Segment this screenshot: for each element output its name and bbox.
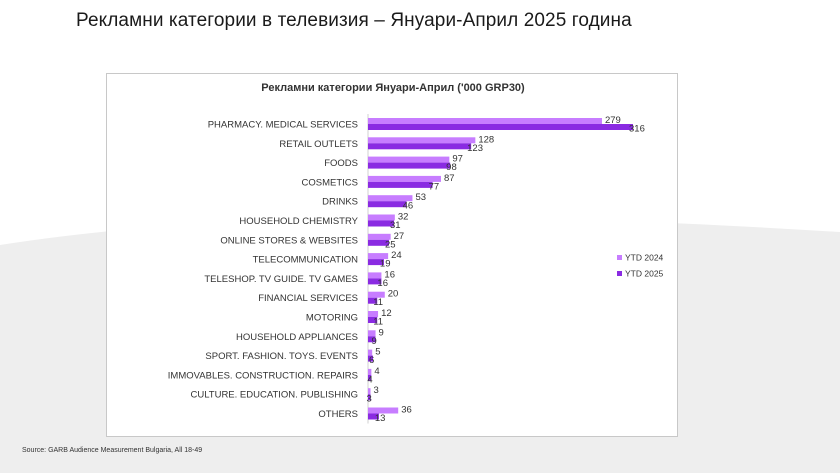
category-label: ONLINE STORES & WEBSITES (220, 235, 358, 246)
bar-ytd-2025 (368, 201, 407, 208)
data-label-ytd-2025: 123 (467, 143, 483, 154)
category-label: RETAIL OUTLETS (279, 139, 358, 150)
data-label-ytd-2025: 11 (373, 317, 383, 328)
legend-label-ytd-2024: YTD 2024 (625, 253, 664, 263)
bar-ytd-2024 (368, 349, 373, 356)
data-label-ytd-2024: 16 (384, 269, 395, 280)
legend-swatch-ytd-2025 (617, 271, 622, 276)
data-label-ytd-2024: 5 (375, 347, 380, 358)
bar-chart: Рекламни категории Януари-Април ('000 GR… (168, 82, 664, 424)
bar-ytd-2024 (368, 368, 372, 375)
data-label-ytd-2024: 36 (401, 405, 412, 416)
data-label-ytd-2025: 16 (377, 278, 388, 289)
legend-label-ytd-2025: YTD 2025 (625, 269, 664, 279)
data-label-ytd-2025: 3 (367, 394, 372, 405)
bar-ytd-2024 (368, 272, 382, 279)
data-label-ytd-2024: 97 (452, 154, 463, 165)
data-label-ytd-2025: 13 (375, 413, 386, 424)
data-label-ytd-2024: 12 (381, 308, 392, 319)
bar-ytd-2025 (368, 162, 451, 169)
data-label-ytd-2024: 32 (398, 212, 409, 223)
bar-ytd-2025 (368, 413, 379, 420)
bar-ytd-2025 (368, 143, 472, 150)
slide-title: Рекламни категории в телевизия – Януари-… (76, 10, 632, 31)
category-label: TELECOMMUNICATION (253, 255, 359, 266)
data-label-ytd-2024: 87 (444, 173, 455, 184)
bar-ytd-2025 (368, 259, 384, 266)
data-label-ytd-2024: 128 (478, 134, 494, 145)
bar-ytd-2025 (368, 181, 433, 188)
bar-ytd-2025 (368, 336, 376, 343)
category-label: PHARMACY. MEDICAL SERVICES (208, 120, 358, 131)
category-label: IMMOVABLES. CONSTRUCTION. REPAIRS (168, 370, 358, 381)
bar-ytd-2025 (368, 239, 389, 246)
chart-frame: Рекламни категории Януари-Април ('000 GR… (106, 73, 678, 437)
data-label-ytd-2024: 3 (374, 385, 379, 396)
source-note: Source: GARB Audience Measurement Bulgar… (22, 447, 203, 454)
category-label: FOODS (324, 158, 358, 169)
data-label-ytd-2025: 46 (403, 201, 414, 212)
bar-ytd-2024 (368, 388, 371, 395)
bar-ytd-2025 (368, 355, 374, 362)
chart-title: Рекламни категории Януари-Април ('000 GR… (261, 82, 525, 94)
data-label-ytd-2025: 11 (373, 297, 383, 308)
data-label-ytd-2024: 4 (374, 366, 379, 377)
bar-ytd-2025 (368, 278, 382, 285)
data-label-ytd-2024: 27 (394, 231, 405, 242)
bar-ytd-2025 (368, 394, 371, 401)
data-label-ytd-2024: 9 (379, 327, 384, 338)
bar-ytd-2025 (368, 374, 372, 381)
category-label: HOUSEHOLD CHEMISTRY (239, 216, 358, 227)
data-label-ytd-2025: 31 (390, 220, 401, 231)
category-label: SPORT. FASHION. TOYS. EVENTS (205, 351, 358, 362)
bar-ytd-2024 (368, 214, 395, 221)
data-label-ytd-2025: 25 (385, 239, 396, 250)
category-label: COSMETICS (302, 177, 358, 188)
data-label-ytd-2025: 19 (380, 259, 391, 270)
data-label-ytd-2024: 279 (605, 115, 621, 126)
data-label-ytd-2024: 20 (388, 289, 399, 300)
data-label-ytd-2025: 4 (367, 374, 372, 385)
bar-ytd-2024 (368, 291, 385, 298)
category-label: TELESHOP. TV GUIDE. TV GAMES (204, 274, 358, 285)
bar-ytd-2024 (368, 233, 391, 240)
category-label: FINANCIAL SERVICES (258, 293, 358, 304)
data-label-ytd-2025: 316 (629, 124, 645, 135)
bar-ytd-2024 (368, 118, 602, 124)
category-label: MOTORING (306, 313, 358, 324)
bar-ytd-2024 (368, 195, 413, 202)
data-label-ytd-2025: 9 (372, 336, 377, 347)
bar-ytd-2025 (368, 297, 378, 304)
bar-ytd-2024 (368, 330, 376, 337)
data-label-ytd-2025: 6 (369, 355, 374, 366)
bar-ytd-2025 (368, 220, 394, 227)
bar-ytd-2024 (368, 175, 441, 182)
category-label: HOUSEHOLD APPLIANCES (236, 332, 358, 343)
bar-ytd-2024 (368, 137, 476, 144)
category-label: OTHERS (318, 409, 358, 420)
data-label-ytd-2024: 24 (391, 250, 402, 261)
data-label-ytd-2025: 98 (446, 162, 457, 173)
legend-swatch-ytd-2024 (617, 255, 622, 260)
bar-ytd-2024 (368, 311, 379, 317)
category-label: CULTURE. EDUCATION. PUBLISHING (190, 390, 358, 401)
bar-ytd-2024 (368, 253, 389, 260)
data-label-ytd-2025: 77 (429, 181, 440, 192)
data-label-ytd-2024: 53 (415, 192, 426, 203)
bar-ytd-2025 (368, 317, 378, 323)
category-label: DRINKS (322, 197, 358, 208)
bar-ytd-2024 (368, 407, 399, 414)
bar-ytd-2024 (368, 156, 450, 163)
bar-ytd-2025 (368, 124, 633, 130)
